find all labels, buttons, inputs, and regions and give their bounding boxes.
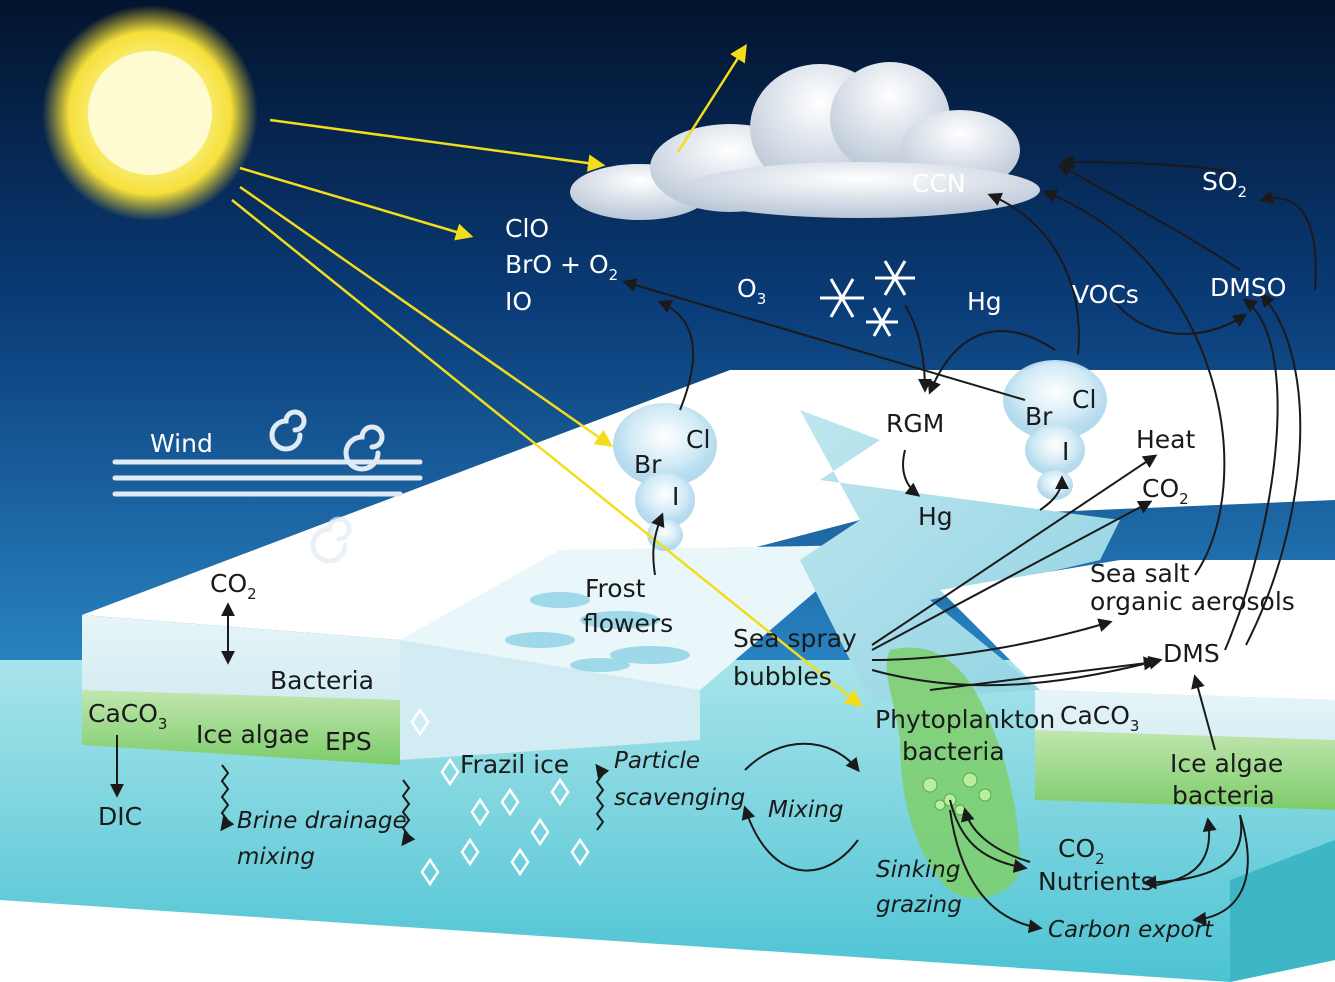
ice-floe-right-top — [940, 560, 1335, 700]
label-frazil: Frazil ice — [460, 750, 569, 779]
open-water-lead — [800, 410, 1120, 700]
frost-flowers-icon — [505, 592, 690, 672]
label-wind: Wind — [150, 429, 213, 458]
phytoplankton-bloom-icon — [886, 647, 1020, 899]
label-hg-air: Hg — [967, 287, 1002, 316]
label-caco3-right: CaCO3 — [1060, 701, 1139, 735]
label-eps: EPS — [325, 727, 372, 756]
sun-rays — [231, 44, 863, 708]
label-br-right: Br — [1025, 402, 1053, 431]
label-frost-1: Frost — [585, 574, 646, 603]
label-heat: Heat — [1136, 425, 1195, 454]
label-co2-right: CO2 — [1142, 474, 1189, 508]
label-co2-bottom: CO2 — [1058, 834, 1105, 868]
label-ice-algae-right-2: bacteria — [1172, 781, 1275, 810]
label-so2: SO2 — [1202, 167, 1247, 201]
label-br-left: Br — [634, 450, 662, 479]
label-particle-2: scavenging — [614, 785, 745, 811]
cloud-icon — [570, 62, 1040, 220]
label-o3: O3 — [737, 274, 766, 308]
label-sea-salt-1: Sea salt — [1090, 559, 1190, 588]
label-ccn: CCN — [912, 169, 966, 198]
label-clo: ClO — [505, 214, 549, 243]
label-brine-2: mixing — [237, 844, 315, 870]
label-io: IO — [505, 287, 532, 316]
label-sea-salt-2: organic aerosols — [1090, 587, 1295, 616]
sun-icon — [42, 5, 258, 221]
algae-band-left — [82, 690, 400, 765]
label-spray-1: Sea spray — [733, 624, 857, 653]
ocean-front-face — [1230, 840, 1335, 982]
label-particle-1: Particle — [614, 748, 700, 774]
ice-floe-left-top — [82, 370, 1335, 640]
label-dmso: DMSO — [1210, 273, 1286, 302]
label-sinking-2: grazing — [876, 892, 962, 918]
label-caco3-left: CaCO3 — [88, 699, 167, 733]
label-cl-left: Cl — [686, 425, 710, 454]
label-ice-algae-left: Ice algae — [196, 720, 309, 749]
label-mixing: Mixing — [768, 797, 843, 823]
label-co2-left: CO2 — [210, 569, 257, 603]
label-frost-2: flowers — [583, 609, 673, 638]
halogen-plume-icon — [613, 360, 1107, 551]
label-dic: DIC — [98, 802, 142, 831]
label-carbon-export: Carbon export — [1048, 917, 1214, 943]
algae-band-right — [1035, 730, 1335, 810]
label-brine-1: Brine drainage — [237, 808, 407, 834]
wind-swirl-icon — [112, 409, 423, 564]
label-ice-algae-right-1: Ice algae — [1170, 749, 1283, 778]
frazil-ice-crystals — [410, 707, 590, 887]
label-bro-o2: BrO + O2 — [505, 250, 618, 284]
label-i-left: I — [672, 482, 679, 511]
label-hg-lead: Hg — [918, 502, 953, 531]
label-spray-2: bubbles — [733, 662, 832, 691]
label-phyto-1: Phytoplankton — [875, 705, 1055, 734]
label-i-right: I — [1062, 437, 1069, 466]
label-dms: DMS — [1163, 639, 1220, 668]
label-nutrients: Nutrients — [1038, 867, 1154, 896]
label-cl-right: Cl — [1072, 385, 1096, 414]
label-rgm: RGM — [886, 409, 944, 438]
snowflake-icon — [820, 260, 915, 337]
ice-floe-middle-side — [400, 640, 700, 760]
phytoplankton-cells — [922, 772, 992, 816]
label-phyto-2: bacteria — [902, 737, 1005, 766]
process-arrows — [110, 155, 1317, 934]
label-bacteria: Bacteria — [270, 666, 374, 695]
label-vocs: VOCs — [1072, 280, 1139, 309]
label-sinking-1: Sinking — [876, 857, 960, 883]
